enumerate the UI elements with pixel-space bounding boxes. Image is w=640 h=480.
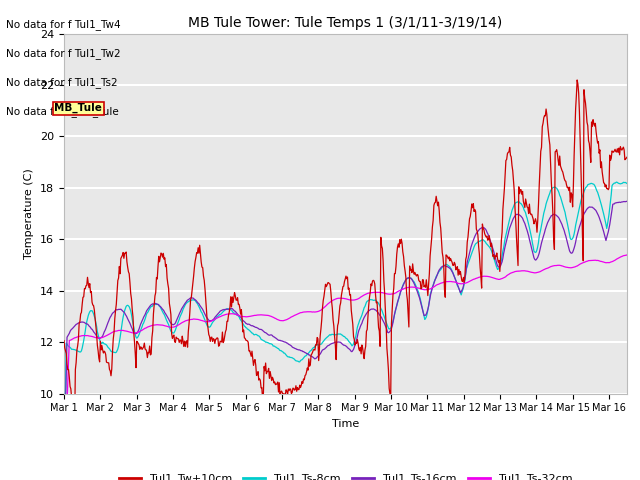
Text: No data for f_MB_Tule: No data for f_MB_Tule [6, 106, 119, 117]
Text: No data for f Tul1_Tw4: No data for f Tul1_Tw4 [6, 19, 121, 30]
Text: No data for f Tul1_Tw2: No data for f Tul1_Tw2 [6, 48, 121, 59]
X-axis label: Time: Time [332, 419, 359, 429]
Text: MB_Tule: MB_Tule [54, 103, 102, 113]
Text: No data for f Tul1_Ts2: No data for f Tul1_Ts2 [6, 77, 118, 88]
Legend: Tul1_Tw+10cm, Tul1_Ts-8cm, Tul1_Ts-16cm, Tul1_Ts-32cm: Tul1_Tw+10cm, Tul1_Ts-8cm, Tul1_Ts-16cm,… [115, 469, 577, 480]
Y-axis label: Temperature (C): Temperature (C) [24, 168, 35, 259]
Title: MB Tule Tower: Tule Temps 1 (3/1/11-3/19/14): MB Tule Tower: Tule Temps 1 (3/1/11-3/19… [188, 16, 503, 30]
